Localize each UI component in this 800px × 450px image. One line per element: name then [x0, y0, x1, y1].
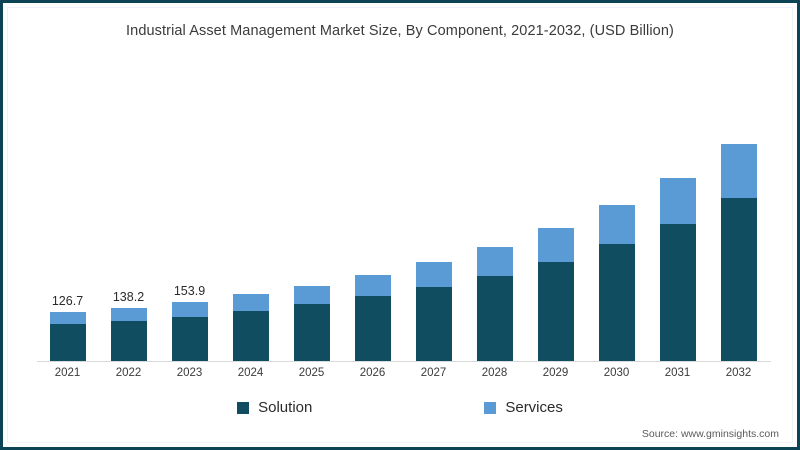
bar-segment-solution[interactable]: [415, 286, 452, 361]
bar-series-container: 126.7 138.2 153.9: [37, 53, 769, 361]
legend-item-services[interactable]: Services: [484, 399, 563, 416]
x-axis-tick-2031: 2031: [664, 367, 691, 379]
stacked-bar[interactable]: [598, 205, 635, 361]
stacked-bar[interactable]: [415, 261, 452, 361]
bar-group[interactable]: [281, 53, 342, 361]
x-axis-tick-labels: 2021 2022 2023 2024 2025 2026 2027 2028 2029 2030…: [37, 367, 769, 379]
bar-group[interactable]: 153.9: [159, 53, 220, 361]
stacked-bar[interactable]: [171, 301, 208, 361]
stacked-bar[interactable]: [537, 228, 574, 361]
bar-group[interactable]: 138.2: [98, 53, 159, 361]
stacked-bar[interactable]: [110, 307, 147, 361]
legend-label: Solution: [258, 399, 313, 416]
bar-segment-solution[interactable]: [49, 324, 86, 361]
bar-segment-services[interactable]: [293, 285, 330, 305]
page-title: Industrial Asset Management Market Size,…: [126, 23, 674, 39]
bar-segment-solution[interactable]: [293, 304, 330, 361]
bar-segment-services[interactable]: [171, 301, 208, 317]
stacked-bar[interactable]: [293, 285, 330, 361]
bar-segment-solution[interactable]: [171, 316, 208, 361]
bar-group[interactable]: [586, 53, 647, 361]
x-axis-tick-2024: 2024: [237, 367, 264, 379]
bar-group[interactable]: [342, 53, 403, 361]
stacked-bar[interactable]: [49, 312, 86, 361]
bar-segment-services[interactable]: [49, 312, 86, 325]
bar-segment-solution[interactable]: [598, 244, 635, 361]
x-axis-line: [37, 361, 771, 362]
source-note: Source: www.gminsights.com: [641, 428, 779, 440]
bar-segment-solution[interactable]: [476, 275, 513, 361]
bar-segment-services[interactable]: [110, 307, 147, 322]
stacked-bar[interactable]: [232, 294, 269, 361]
bar-segment-services[interactable]: [659, 178, 696, 225]
bar-segment-solution[interactable]: [537, 261, 574, 361]
bar-segment-services[interactable]: [720, 143, 757, 199]
bar-group[interactable]: [708, 53, 769, 361]
x-axis-tick-2030: 2030: [603, 367, 630, 379]
legend-item-solution[interactable]: Solution: [237, 399, 312, 416]
bar-segment-services[interactable]: [232, 294, 269, 311]
bar-segment-services[interactable]: [354, 274, 391, 297]
bar-segment-services[interactable]: [415, 261, 452, 287]
bar-value-label: 153.9: [173, 283, 206, 298]
bar-segment-solution[interactable]: [354, 296, 391, 361]
x-axis-tick-2028: 2028: [481, 367, 508, 379]
bar-segment-solution[interactable]: [232, 310, 269, 361]
bar-group[interactable]: 126.7: [37, 53, 98, 361]
chart-legend: Solution Services: [3, 399, 797, 416]
bar-segment-solution[interactable]: [659, 224, 696, 361]
legend-swatch-icon: [237, 401, 250, 414]
stacked-bar[interactable]: [720, 143, 757, 361]
legend-label: Services: [505, 399, 563, 416]
bar-value-label: 138.2: [112, 289, 145, 304]
x-axis-tick-2023: 2023: [176, 367, 203, 379]
x-axis-tick-2025: 2025: [298, 367, 325, 379]
stacked-bar[interactable]: [354, 274, 391, 361]
bar-segment-solution[interactable]: [720, 198, 757, 361]
bar-group[interactable]: [647, 53, 708, 361]
bar-segment-solution[interactable]: [110, 321, 147, 361]
x-axis-tick-2029: 2029: [542, 367, 569, 379]
stacked-bar[interactable]: [476, 246, 513, 361]
bar-group[interactable]: [220, 53, 281, 361]
bar-segment-services[interactable]: [476, 246, 513, 276]
x-axis-tick-2021: 2021: [54, 367, 81, 379]
bar-segment-services[interactable]: [537, 228, 574, 262]
legend-swatch-icon: [484, 401, 497, 414]
x-axis-tick-2026: 2026: [359, 367, 386, 379]
x-axis-tick-2032: 2032: [725, 367, 752, 379]
bar-group[interactable]: [464, 53, 525, 361]
bar-group[interactable]: [525, 53, 586, 361]
bar-segment-services[interactable]: [598, 205, 635, 245]
x-axis-tick-2022: 2022: [115, 367, 142, 379]
x-axis-tick-2027: 2027: [420, 367, 447, 379]
stacked-bar[interactable]: [659, 178, 696, 361]
bar-group[interactable]: [403, 53, 464, 361]
bar-value-label: 126.7: [51, 294, 84, 309]
